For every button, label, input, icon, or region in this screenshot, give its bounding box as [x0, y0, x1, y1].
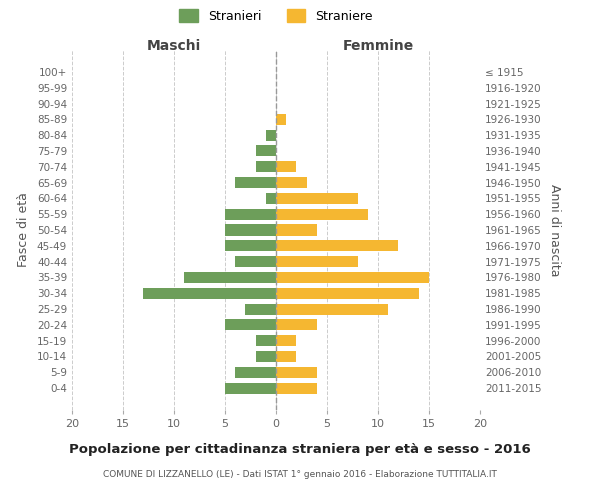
Bar: [276, 351, 296, 362]
Bar: [256, 161, 276, 172]
Bar: [276, 114, 286, 125]
Bar: [276, 382, 317, 394]
Text: Femmine: Femmine: [343, 39, 413, 53]
Bar: [276, 304, 388, 314]
Bar: [256, 351, 276, 362]
Bar: [225, 224, 276, 235]
Text: Popolazione per cittadinanza straniera per età e sesso - 2016: Popolazione per cittadinanza straniera p…: [69, 442, 531, 456]
Bar: [184, 272, 276, 283]
Y-axis label: Anni di nascita: Anni di nascita: [548, 184, 561, 276]
Bar: [266, 193, 276, 204]
Bar: [225, 320, 276, 330]
Bar: [266, 130, 276, 140]
Text: COMUNE DI LIZZANELLO (LE) - Dati ISTAT 1° gennaio 2016 - Elaborazione TUTTITALIA: COMUNE DI LIZZANELLO (LE) - Dati ISTAT 1…: [103, 470, 497, 479]
Bar: [225, 240, 276, 252]
Legend: Stranieri, Straniere: Stranieri, Straniere: [179, 10, 373, 23]
Bar: [225, 382, 276, 394]
Bar: [276, 256, 358, 267]
Bar: [235, 177, 276, 188]
Bar: [276, 161, 296, 172]
Bar: [276, 240, 398, 252]
Bar: [276, 272, 429, 283]
Bar: [245, 304, 276, 314]
Bar: [276, 224, 317, 235]
Bar: [143, 288, 276, 299]
Bar: [276, 177, 307, 188]
Bar: [276, 208, 368, 220]
Bar: [276, 367, 317, 378]
Bar: [235, 256, 276, 267]
Text: Maschi: Maschi: [147, 39, 201, 53]
Bar: [225, 208, 276, 220]
Bar: [276, 335, 296, 346]
Y-axis label: Fasce di età: Fasce di età: [17, 192, 30, 268]
Bar: [256, 146, 276, 156]
Bar: [276, 193, 358, 204]
Bar: [235, 367, 276, 378]
Bar: [276, 320, 317, 330]
Bar: [256, 335, 276, 346]
Bar: [276, 288, 419, 299]
